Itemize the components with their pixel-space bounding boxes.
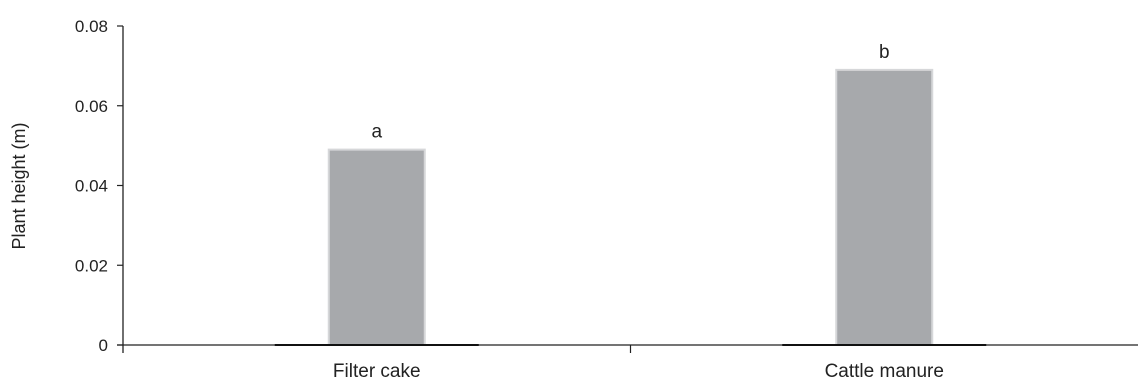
y-tick-label: 0.06 [75, 97, 108, 116]
y-tick-label: 0 [99, 336, 108, 355]
bars: ab [274, 42, 987, 347]
y-tick-label: 0.02 [75, 256, 108, 275]
x-category-label: Cattle manure [825, 361, 944, 382]
bar [835, 68, 934, 347]
bar-significance-label: b [879, 42, 890, 63]
x-category-label: Filter cake [333, 361, 421, 382]
axes: 0 0.02 0.04 0.06 0.08 Filter cake Cattle manur… [75, 17, 1138, 382]
y-tick-label: 0.08 [75, 17, 108, 36]
bar-significance-label: a [371, 122, 382, 143]
bar [327, 148, 426, 346]
y-axis-title: Plant height (m) [9, 122, 29, 249]
y-tick-label: 0.04 [75, 177, 108, 196]
